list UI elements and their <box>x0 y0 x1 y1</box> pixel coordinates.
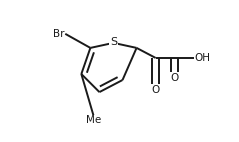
Text: O: O <box>152 85 160 95</box>
Text: OH: OH <box>195 53 211 63</box>
Text: O: O <box>171 73 179 83</box>
Text: S: S <box>110 37 117 47</box>
Text: Br: Br <box>53 29 64 39</box>
Text: Me: Me <box>86 115 101 125</box>
